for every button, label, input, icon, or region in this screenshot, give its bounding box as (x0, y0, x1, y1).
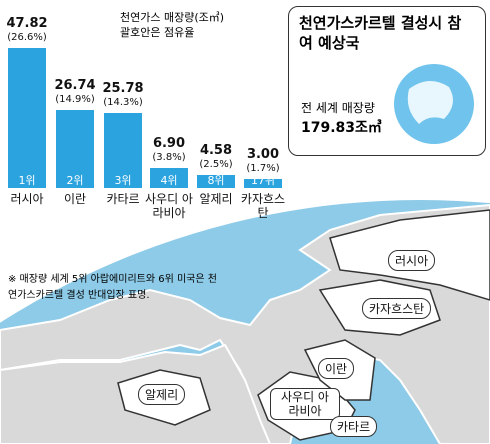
globe-land (407, 80, 453, 124)
share-note: 괄호안은 점유율 (120, 26, 195, 39)
share-label: (26.6%) (7, 32, 47, 43)
share-label: (14.9%) (55, 93, 95, 105)
callout-title: 천연가스카르텔 결성시 참여 예상국 (299, 14, 462, 52)
value-label: 47.82 (6, 16, 48, 31)
bar (8, 48, 46, 188)
value-label: 25.78 (102, 80, 144, 96)
x-tick-label: 알제리 (199, 192, 233, 206)
value-label: 6.90 (152, 135, 186, 151)
callout-label: 전 세계 매장량 (301, 101, 375, 115)
globe-icon (394, 64, 474, 144)
share-label: (1.7%) (246, 163, 280, 175)
unit-note: 천연가스 매장량(조㎥) (120, 11, 225, 24)
callout-total: 179.83조㎥ (301, 120, 382, 136)
share-label: (14.3%) (103, 96, 143, 108)
map-label: 카타르 (330, 416, 378, 437)
rank-label: 17위 (250, 174, 276, 187)
map-label: 카자흐스탄 (362, 298, 432, 319)
bar (197, 174, 235, 188)
rank-label: 1위 (18, 174, 36, 187)
x-tick-label: 카자흐스탄 (240, 192, 286, 220)
callout-box: 천연가스카르텔 결성시 참여 예상국 전 세계 매장량 179.83조㎥ (288, 6, 486, 156)
x-tick-label: 이란 (63, 192, 87, 206)
rank-label: 4위 (160, 174, 178, 187)
value-label: 4.58 (199, 142, 233, 158)
x-tick-label: 사우디 아라비아 (145, 192, 193, 220)
bar (150, 167, 188, 188)
share-label: (3.8%) (152, 151, 186, 163)
chart-note: 천연가스 매장량(조㎥) 괄호안은 점유율 (120, 10, 224, 40)
value-label: 3.00 (246, 147, 280, 163)
value-label: 26.74 (54, 77, 96, 93)
map-label: 사우디 아라비아 (270, 388, 340, 420)
x-tick-label: 러시아 (10, 192, 44, 206)
x-tick-label: 카타르 (106, 192, 140, 206)
bar (244, 179, 282, 188)
footnote: ※ 매장량 세계 5위 아랍에미리트와 6위 미국은 천연가스카르텔 결성 반대… (8, 274, 217, 301)
bar (104, 112, 142, 188)
bar (56, 109, 94, 188)
map-label: 알제리 (138, 384, 186, 405)
rank-label: 2위 (66, 174, 84, 187)
share-label: (2.5%) (199, 158, 233, 170)
rank-label: 3위 (114, 174, 132, 187)
map-label: 이란 (318, 358, 355, 379)
map-label: 러시아 (388, 250, 436, 271)
rank-label: 8위 (207, 174, 225, 187)
